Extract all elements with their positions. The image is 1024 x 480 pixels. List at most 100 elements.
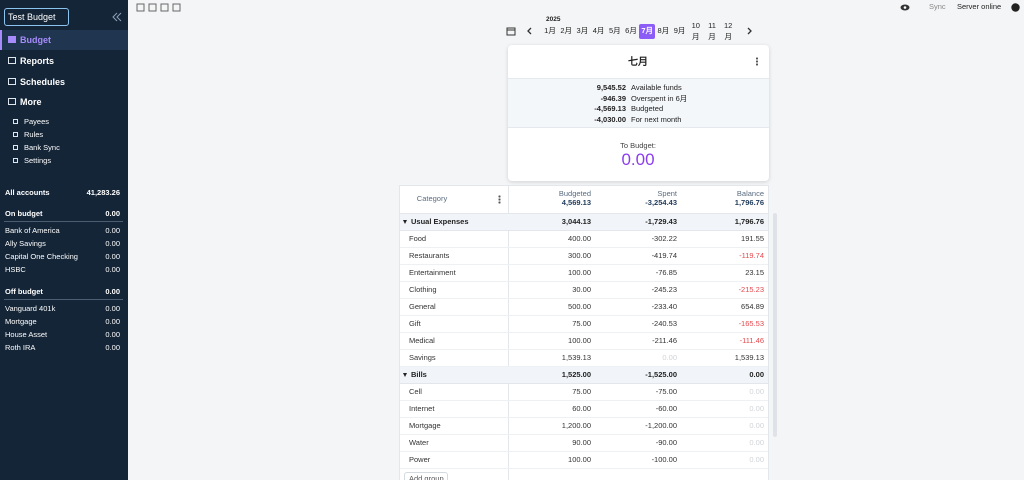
category-name[interactable]: General bbox=[409, 302, 436, 311]
category-name[interactable]: Cell bbox=[409, 387, 422, 396]
next-month[interactable] bbox=[745, 27, 753, 35]
account-name[interactable]: Capital One Checking bbox=[5, 252, 78, 261]
category-budgeted[interactable]: 100.00 bbox=[568, 455, 591, 464]
budget-name[interactable]: Test Budget bbox=[8, 12, 56, 22]
collapse-toggle[interactable] bbox=[403, 220, 407, 224]
summary-value: -4,030.00 bbox=[594, 115, 626, 125]
account-name[interactable]: Ally Savings bbox=[5, 239, 46, 248]
category-name[interactable]: Restaurants bbox=[409, 251, 450, 260]
category-name[interactable]: Entertainment bbox=[409, 268, 456, 277]
nav-subitem[interactable]: Bank Sync bbox=[24, 143, 60, 152]
category-budgeted[interactable]: 75.00 bbox=[572, 319, 591, 328]
nav-item[interactable]: More bbox=[20, 97, 42, 107]
privacy-toggle[interactable] bbox=[900, 3, 910, 12]
nav-icon bbox=[8, 98, 16, 105]
group-spent: -1,729.43 bbox=[645, 217, 677, 226]
category-budgeted[interactable]: 300.00 bbox=[568, 251, 591, 260]
account-group[interactable]: Off budget bbox=[5, 287, 43, 296]
category-budgeted[interactable]: 75.00 bbox=[572, 387, 591, 396]
account-group[interactable]: On budget bbox=[5, 209, 43, 218]
month-button[interactable]: 7月 bbox=[641, 26, 654, 35]
account-balance: 0.00 bbox=[105, 209, 120, 218]
row-divider bbox=[400, 451, 768, 452]
collapse-toggle[interactable] bbox=[403, 373, 407, 377]
group-budgeted: 1,525.00 bbox=[561, 370, 591, 379]
account-balance: 0.00 bbox=[105, 330, 120, 339]
nav-item[interactable]: Reports bbox=[20, 56, 55, 66]
category-name[interactable]: Clothing bbox=[409, 285, 437, 294]
category-name[interactable]: Savings bbox=[409, 353, 436, 362]
toolbar-icons[interactable] bbox=[136, 3, 186, 12]
category-budgeted[interactable]: 60.00 bbox=[572, 404, 591, 413]
month-button[interactable]: 6月 bbox=[625, 26, 637, 35]
account-name[interactable]: Vanguard 401k bbox=[5, 304, 56, 313]
category-balance: -165.53 bbox=[738, 319, 764, 328]
to-budget-amount[interactable]: 0.00 bbox=[621, 150, 655, 169]
month-button[interactable]: 2月 bbox=[560, 26, 573, 35]
account-balance: 0.00 bbox=[105, 304, 120, 313]
to-budget-label: To Budget: bbox=[620, 141, 656, 150]
nav-icon bbox=[13, 132, 18, 137]
row-divider bbox=[400, 400, 768, 401]
group-name[interactable]: Usual Expenses bbox=[411, 217, 469, 226]
row-divider bbox=[400, 349, 768, 350]
month-button[interactable]: 11月 bbox=[708, 21, 716, 41]
category-budgeted[interactable]: 500.00 bbox=[568, 302, 591, 311]
summary-label: Overspent in 6月 bbox=[631, 93, 688, 103]
account-name[interactable]: House Asset bbox=[5, 330, 48, 339]
account-balance: 0.00 bbox=[105, 343, 120, 352]
collapse-sidebar[interactable] bbox=[112, 12, 122, 22]
group-spent: -1,525.00 bbox=[645, 370, 677, 379]
table-menu[interactable] bbox=[498, 195, 501, 204]
category-budgeted[interactable]: 100.00 bbox=[568, 268, 591, 277]
sync-button[interactable]: Sync bbox=[929, 2, 946, 11]
category-name[interactable]: Medical bbox=[409, 336, 435, 345]
category-name[interactable]: Power bbox=[409, 455, 431, 464]
budget-name-button[interactable] bbox=[4, 8, 69, 26]
nav-item[interactable]: Budget bbox=[20, 35, 51, 45]
category-budgeted[interactable]: 90.00 bbox=[572, 438, 591, 447]
account-name[interactable]: Bank of America bbox=[5, 226, 60, 235]
month-button[interactable]: 10月 bbox=[691, 21, 700, 41]
help-icon[interactable] bbox=[1011, 3, 1021, 12]
summary-value: -4,569.13 bbox=[594, 104, 626, 114]
category-budgeted[interactable]: 30.00 bbox=[572, 285, 591, 294]
category-name[interactable]: Food bbox=[409, 234, 427, 243]
month-button[interactable]: 4月 bbox=[592, 26, 605, 35]
nav-subitem[interactable]: Rules bbox=[24, 130, 44, 139]
category-balance: 0.00 bbox=[749, 455, 764, 464]
category-budgeted[interactable]: 100.00 bbox=[568, 336, 591, 345]
add-group-label: Add group bbox=[409, 474, 444, 480]
category-budgeted[interactable]: 1,200.00 bbox=[561, 421, 591, 430]
account-name[interactable]: Roth IRA bbox=[5, 343, 36, 352]
month-button[interactable]: 5月 bbox=[608, 26, 621, 35]
category-name[interactable]: Internet bbox=[409, 404, 435, 413]
nav-subitem[interactable]: Payees bbox=[24, 117, 50, 126]
server-status[interactable]: Server online bbox=[957, 2, 1002, 11]
category-balance: 1,539.13 bbox=[734, 353, 764, 362]
nav-subitem[interactable]: Settings bbox=[24, 156, 52, 165]
calendar-icon[interactable] bbox=[506, 26, 516, 36]
month-button[interactable]: 8月 bbox=[657, 26, 670, 35]
add-group-button[interactable] bbox=[404, 472, 448, 480]
nav-icon bbox=[13, 158, 18, 163]
account-name[interactable]: HSBC bbox=[5, 265, 26, 274]
month-button[interactable]: 12月 bbox=[724, 21, 733, 41]
month-button[interactable]: 9月 bbox=[673, 26, 686, 35]
card-menu[interactable] bbox=[755, 57, 759, 66]
account-name[interactable]: All accounts bbox=[5, 188, 50, 197]
summary-label: Available funds bbox=[631, 83, 682, 92]
sidebar bbox=[0, 0, 128, 480]
month-button[interactable]: 3月 bbox=[576, 26, 589, 35]
category-budgeted[interactable]: 400.00 bbox=[568, 234, 591, 243]
group-name[interactable]: Bills bbox=[411, 370, 427, 379]
category-budgeted[interactable]: 1,539.13 bbox=[561, 353, 591, 362]
category-name[interactable]: Water bbox=[409, 438, 429, 447]
category-name[interactable]: Gift bbox=[409, 319, 421, 328]
category-balance: -215.23 bbox=[738, 285, 764, 294]
account-name[interactable]: Mortgage bbox=[5, 317, 37, 326]
category-name[interactable]: Mortgage bbox=[409, 421, 441, 430]
prev-month[interactable] bbox=[526, 27, 534, 35]
month-button[interactable]: 1月 bbox=[544, 26, 556, 35]
nav-item[interactable]: Schedules bbox=[20, 77, 66, 87]
